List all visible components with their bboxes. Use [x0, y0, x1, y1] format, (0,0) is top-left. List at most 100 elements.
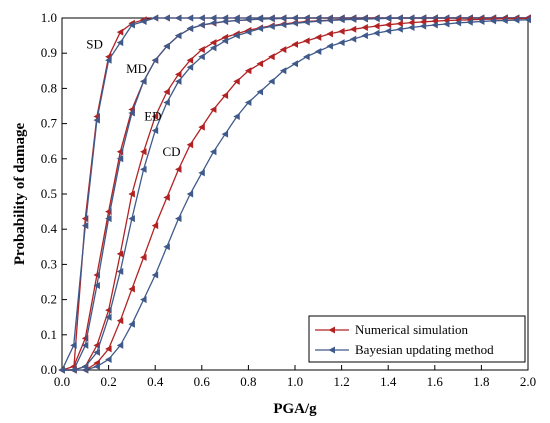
cd-numerical-point: [105, 345, 112, 353]
cd-numerical-point: [303, 37, 310, 45]
cd-bayesian-point: [303, 53, 310, 61]
cd-bayesian-point: [81, 366, 89, 374]
ed-bayesian-point: [373, 15, 380, 23]
cd-numerical-point: [140, 253, 147, 261]
cd-bayesian-point: [524, 16, 531, 24]
cd-bayesian-point: [454, 19, 462, 27]
ed-numerical-point: [175, 70, 182, 78]
y-tick-label: 0.4: [41, 221, 58, 236]
sd-bayesian-point: [151, 14, 159, 22]
axes: 0.0 0.2 0.4 0.6 0.8 1.0 1.2 1.4 1.6 1.8 2.0 0.0 0.1 0…: [41, 10, 536, 389]
cd-numerical-point: [268, 53, 275, 61]
cd-bayesian-point: [163, 243, 170, 251]
cd-numerical-point: [175, 165, 182, 173]
ed-bayesian-point: [221, 37, 229, 45]
cd-numerical-point: [221, 91, 229, 99]
ed-bayesian-point: [244, 28, 252, 36]
ed-bayesian-point: [140, 165, 147, 173]
ed-bayesian-point: [314, 17, 322, 25]
ed-bayesian-point: [279, 21, 287, 29]
cd-numerical-point: [279, 46, 287, 54]
ed-bayesian-point: [349, 15, 357, 23]
md-bayesian-point: [209, 19, 217, 27]
ed-bayesian-point: [361, 15, 368, 23]
cd-bayesian-point: [70, 366, 77, 374]
cd-bayesian-point: [349, 35, 357, 43]
cd-bayesian-point: [419, 22, 427, 30]
md-bayesian-point: [198, 21, 205, 29]
ed-bayesian-point: [163, 98, 170, 106]
cd-bayesian-point: [279, 67, 287, 75]
y-tick-label: 0.3: [41, 256, 57, 271]
plot-area: [61, 17, 529, 371]
ed-numerical-point: [116, 250, 124, 258]
cd-numerical-point: [349, 25, 357, 33]
ed-bayesian-point: [408, 14, 415, 22]
y-tick-label: 0.1: [41, 327, 57, 342]
y-tick-label: 0.5: [41, 186, 57, 201]
cd-bayesian-point: [466, 18, 473, 26]
md-bayesian-point: [221, 18, 229, 26]
legend-label-numerical: Numerical simulation: [355, 322, 469, 337]
sd-bayesian-point: [209, 14, 217, 22]
ed-numerical-point: [128, 190, 135, 198]
ed-bayesian-point: [384, 14, 392, 22]
legend-box: [308, 315, 526, 363]
md-bayesian-point: [151, 56, 159, 64]
curve-label-ed: ED: [144, 109, 161, 124]
ed-bayesian-point: [105, 313, 112, 321]
cd-numerical-point: [244, 67, 252, 75]
cd-bayesian-point: [256, 88, 264, 96]
md-bayesian-point: [175, 32, 182, 40]
cd-bayesian-point: [338, 39, 345, 47]
x-axis-title: PGA/g: [273, 401, 317, 417]
cd-numerical-point: [373, 22, 380, 30]
ed-bayesian-point: [128, 215, 135, 223]
cd-bayesian-point: [151, 271, 159, 279]
cd-numerical-point: [233, 77, 240, 85]
cd-numerical-point: [186, 141, 194, 149]
cd-bayesian-point: [489, 17, 497, 25]
sd-bayesian-point: [175, 14, 182, 22]
ed-bayesian-point: [268, 22, 275, 30]
legend: Numerical simulation Bayesian updating me…: [308, 315, 526, 363]
ed-bayesian-point: [338, 16, 345, 24]
md-bayesian-point: [163, 42, 170, 50]
y-tick-label: 0.6: [41, 151, 58, 166]
legend-marker-numerical: [328, 326, 335, 334]
sd-bayesian-point: [198, 14, 205, 22]
y-tick-label: 0.9: [41, 45, 57, 60]
curve-labels: SD MD ED CD: [86, 36, 180, 158]
ed-bayesian-point: [396, 14, 403, 22]
curve-label-sd: SD: [86, 36, 103, 51]
md-bayesian-point: [233, 16, 240, 24]
ed-bayesian-point: [233, 32, 240, 40]
y-tick-label: 0.2: [41, 292, 57, 307]
ed-bayesian-point: [186, 63, 194, 71]
ed-bayesian-point: [151, 127, 159, 135]
ed-numerical-point: [163, 88, 170, 96]
ed-bayesian-point: [326, 16, 333, 24]
cd-numerical-point: [384, 21, 392, 29]
md-bayesian-point: [116, 155, 124, 163]
sd-bayesian-point: [140, 18, 147, 26]
cd-numerical-point: [326, 30, 333, 38]
cd-bayesian-point: [128, 320, 135, 328]
ed-bayesian-point: [209, 44, 217, 52]
md-bayesian-point: [268, 15, 275, 23]
cd-numerical-point: [209, 106, 217, 114]
cd-bayesian-point: [314, 47, 322, 55]
curve-label-md: MD: [126, 61, 147, 76]
cd-bayesian-point: [233, 113, 240, 121]
sd-bayesian-point: [128, 21, 135, 29]
ed-bayesian-point: [175, 77, 182, 85]
cd-bayesian-point: [396, 25, 403, 33]
cd-bayesian-point: [477, 18, 485, 26]
x-tick-label: 1.8: [473, 374, 489, 389]
sd-bayesian-point: [81, 222, 89, 230]
ed-numerical-point: [151, 113, 159, 121]
y-tick-label: 0.0: [41, 362, 57, 377]
ed-bayesian-point: [116, 267, 124, 275]
y-tick-label: 0.8: [41, 80, 57, 95]
